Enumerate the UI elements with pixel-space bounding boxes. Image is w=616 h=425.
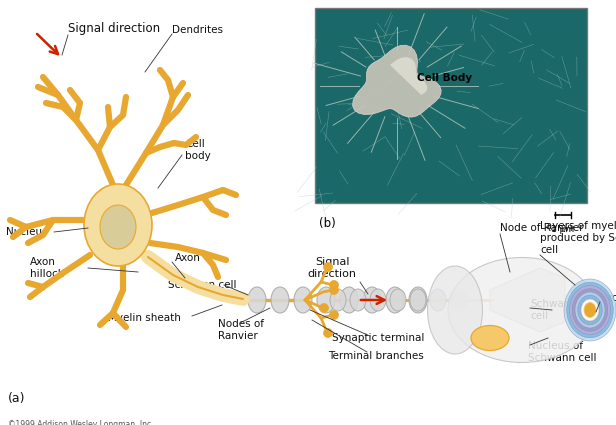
Text: 1 μm: 1 μm — [551, 225, 575, 234]
Ellipse shape — [409, 287, 427, 313]
Text: Axon
hillock: Axon hillock — [30, 257, 64, 279]
Polygon shape — [390, 57, 427, 95]
Text: Myelin sheath: Myelin sheath — [108, 313, 181, 323]
Circle shape — [330, 280, 339, 289]
Ellipse shape — [363, 287, 381, 313]
Ellipse shape — [578, 295, 602, 325]
Ellipse shape — [248, 287, 266, 313]
Ellipse shape — [294, 287, 312, 313]
Ellipse shape — [567, 282, 614, 338]
Text: (b): (b) — [319, 217, 336, 230]
Text: Cell Body: Cell Body — [416, 73, 472, 83]
Circle shape — [320, 303, 328, 312]
Ellipse shape — [581, 299, 599, 321]
Ellipse shape — [570, 286, 610, 334]
Ellipse shape — [370, 289, 386, 311]
Text: Signal direction: Signal direction — [68, 22, 160, 35]
Text: Layers of myelin
produced by Schwann
cell: Layers of myelin produced by Schwann cel… — [540, 221, 616, 255]
Text: Schwann
cell: Schwann cell — [530, 299, 577, 321]
Text: (a): (a) — [8, 392, 25, 405]
Text: ©1999 Addison Wesley Longman, Inc.: ©1999 Addison Wesley Longman, Inc. — [8, 420, 153, 425]
Polygon shape — [490, 268, 565, 332]
Ellipse shape — [350, 289, 366, 311]
Ellipse shape — [340, 287, 358, 313]
Text: Schwann cell: Schwann cell — [168, 280, 237, 290]
Text: Signal
direction: Signal direction — [307, 257, 357, 279]
Ellipse shape — [448, 258, 596, 363]
Circle shape — [330, 286, 339, 295]
Ellipse shape — [84, 184, 152, 266]
Text: Dendrites: Dendrites — [172, 25, 223, 35]
Text: Terminal branches: Terminal branches — [328, 351, 424, 361]
Ellipse shape — [584, 303, 596, 317]
Text: Cell
body: Cell body — [185, 139, 211, 161]
Ellipse shape — [430, 289, 446, 311]
Circle shape — [323, 263, 333, 272]
Ellipse shape — [564, 279, 616, 341]
Ellipse shape — [471, 326, 509, 351]
Text: Nucleus: Nucleus — [6, 227, 47, 237]
Circle shape — [323, 329, 333, 337]
Ellipse shape — [317, 287, 335, 313]
Text: Node of Ranvier: Node of Ranvier — [500, 223, 583, 233]
Text: Nucleus of
Schwann cell: Nucleus of Schwann cell — [528, 341, 596, 363]
FancyBboxPatch shape — [315, 8, 587, 203]
Ellipse shape — [390, 289, 406, 311]
Ellipse shape — [580, 298, 599, 321]
Ellipse shape — [330, 289, 346, 311]
Ellipse shape — [100, 205, 136, 249]
Ellipse shape — [271, 287, 289, 313]
Text: Axon: Axon — [175, 253, 201, 263]
Text: Axon: Axon — [600, 293, 616, 303]
Ellipse shape — [572, 289, 608, 331]
Text: Synaptic terminal: Synaptic terminal — [332, 333, 424, 343]
Ellipse shape — [410, 289, 426, 311]
Polygon shape — [352, 45, 441, 117]
Circle shape — [330, 311, 339, 320]
Text: Nodes of
Ranvier: Nodes of Ranvier — [218, 319, 264, 341]
Ellipse shape — [386, 287, 404, 313]
Ellipse shape — [583, 302, 597, 318]
Ellipse shape — [450, 289, 466, 311]
Ellipse shape — [575, 292, 605, 328]
Ellipse shape — [428, 266, 482, 354]
